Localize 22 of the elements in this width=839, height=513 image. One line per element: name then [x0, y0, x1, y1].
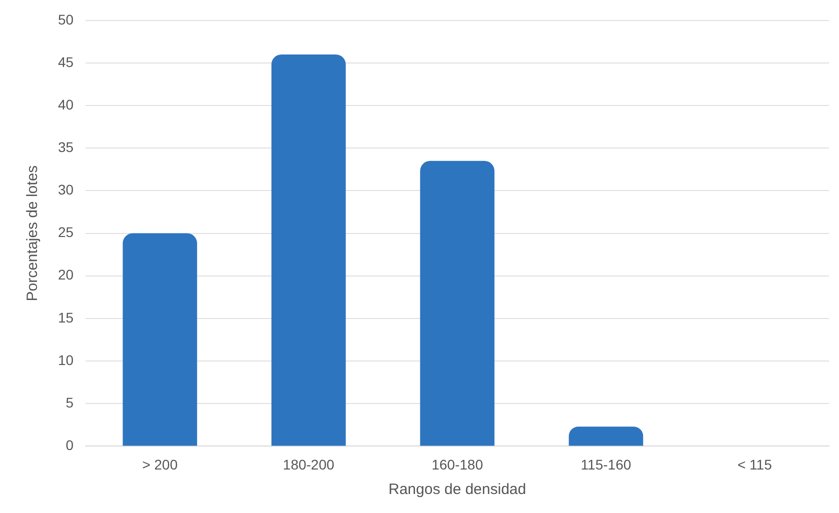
- x-tick-label: 160-180: [432, 456, 484, 472]
- x-tick-label: > 200: [142, 456, 178, 472]
- bar: [420, 160, 494, 446]
- y-axis-title: Porcentajes de lotes: [24, 165, 42, 302]
- y-tick-label: 0: [66, 437, 74, 454]
- x-axis-title: Rangos de densidad: [388, 481, 526, 498]
- y-tick-label: 40: [58, 96, 74, 112]
- y-tick-label: 45: [58, 54, 74, 70]
- x-tick-label: 180-200: [282, 456, 334, 472]
- y-tick-label: 35: [58, 139, 74, 155]
- y-tick-label: 30: [58, 182, 74, 198]
- y-tick-label: 50: [58, 11, 74, 28]
- y-tick-label: 15: [58, 309, 74, 326]
- y-tick-label: 5: [66, 394, 74, 410]
- y-tick-label: 10: [58, 352, 74, 368]
- y-tick-label: 25: [58, 224, 74, 240]
- x-tick-label: < 115: [737, 456, 772, 472]
- x-tick-label: 115-160: [580, 456, 632, 472]
- bar: [122, 233, 198, 446]
- y-tick-label: 20: [58, 266, 74, 283]
- bar: [568, 426, 644, 446]
- bar: [271, 54, 346, 446]
